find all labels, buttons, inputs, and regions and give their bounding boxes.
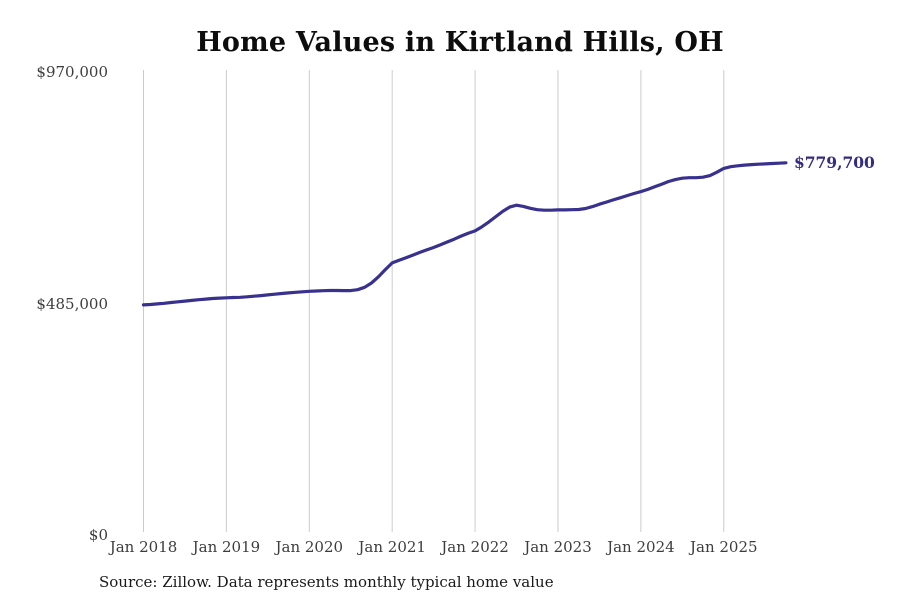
last-value-label: $779,700	[793, 152, 875, 172]
y-tick-label: $0	[88, 526, 108, 544]
x-tick-label: Jan 2025	[689, 538, 758, 556]
x-tick-label: Jan 2023	[524, 538, 592, 556]
x-tick-label: Jan 2021	[358, 538, 426, 556]
x-tick-label: Jan 2019	[192, 538, 261, 556]
y-tick-label: $485,000	[36, 294, 108, 313]
y-tick-label: $970,000	[36, 63, 108, 81]
x-tick-label: Jan 2018	[109, 538, 178, 556]
x-tick-label: Jan 2022	[441, 538, 509, 556]
x-tick-label: Jan 2024	[607, 538, 675, 556]
home-value-line	[141, 161, 788, 307]
chart-title: Home Values in Kirtland Hills, OH	[196, 27, 724, 58]
x-tick-label: Jan 2020	[275, 538, 344, 556]
source-note: Source: Zillow. Data represents monthly …	[99, 573, 554, 591]
